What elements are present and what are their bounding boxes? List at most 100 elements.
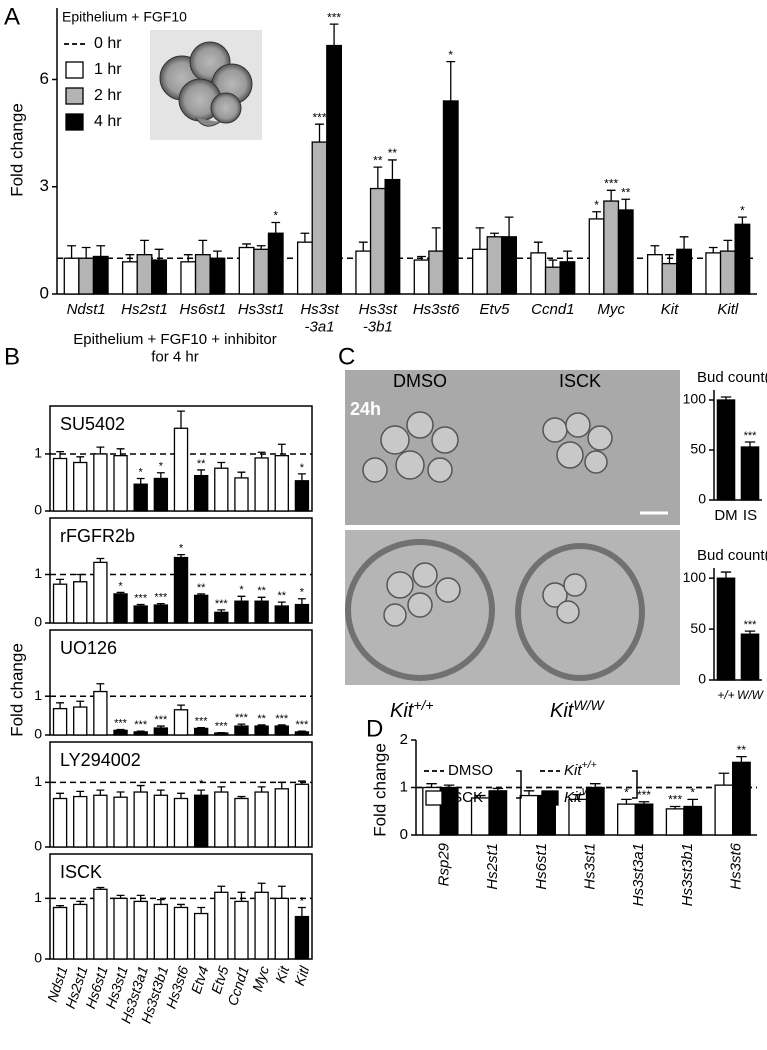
error-bar xyxy=(197,469,206,476)
y-tick-label: 1 xyxy=(400,778,408,795)
error-bar xyxy=(237,795,246,799)
subplot-title: ISCK xyxy=(60,862,102,882)
x-tick-label: Hs3st1 xyxy=(581,843,598,890)
significance: *** xyxy=(744,619,758,631)
bar xyxy=(93,794,108,848)
significance: *** xyxy=(637,788,651,802)
x-tick-label: Myc xyxy=(597,301,625,318)
bar xyxy=(559,261,576,295)
subplot-title: SU5402 xyxy=(60,414,125,434)
image-label-main: Kit xyxy=(550,700,575,722)
significance: * xyxy=(740,203,745,217)
error-bar xyxy=(116,791,125,798)
x-tick-label: Hs2st1 xyxy=(121,301,168,318)
y-axis-label: Fold change xyxy=(7,103,26,197)
significance: *** xyxy=(134,592,148,604)
error-bar xyxy=(56,578,65,585)
error-bar xyxy=(76,700,85,708)
significance: ** xyxy=(277,590,286,602)
error-bar xyxy=(443,784,455,788)
bar xyxy=(52,707,68,736)
y-tick-label: 0 xyxy=(34,838,42,854)
bar xyxy=(384,178,401,295)
y-tick-label: 100 xyxy=(683,569,707,585)
bar xyxy=(661,262,678,295)
error-bar xyxy=(669,805,681,809)
error-bar xyxy=(237,595,246,602)
bar xyxy=(234,600,249,624)
bar xyxy=(254,600,269,624)
y-tick-label: 0 xyxy=(40,283,49,302)
legend-bracket xyxy=(516,770,522,799)
error-bar xyxy=(431,227,441,252)
legend-label: 4 hr xyxy=(94,113,122,130)
error-bar xyxy=(277,601,286,607)
error-bar xyxy=(687,798,698,807)
legend-swatch xyxy=(541,790,559,806)
significance: * xyxy=(300,587,305,599)
error-bar xyxy=(592,211,601,219)
bar xyxy=(705,252,722,295)
x-tick-label: Hs3st6 xyxy=(413,301,460,318)
bar xyxy=(544,266,561,295)
y-tick-label: 3 xyxy=(40,176,49,195)
error-bar xyxy=(315,123,324,143)
error-bar xyxy=(154,248,164,261)
significance: *** xyxy=(114,717,128,729)
bar xyxy=(153,604,169,624)
error-bar xyxy=(723,239,733,252)
error-bar xyxy=(197,726,206,729)
error-bar xyxy=(217,461,226,469)
bar xyxy=(234,900,249,960)
bar xyxy=(209,257,226,295)
error-bar xyxy=(217,609,226,613)
bar xyxy=(734,223,751,295)
bar xyxy=(173,556,189,624)
bar xyxy=(52,797,68,848)
error-bar xyxy=(297,906,306,917)
error-bar xyxy=(257,882,266,893)
error-bar xyxy=(56,451,65,459)
significance: * xyxy=(179,543,184,555)
significance: * xyxy=(273,209,278,223)
bar xyxy=(311,141,328,295)
bar xyxy=(113,593,128,624)
x-tick-label: Hs3st6 xyxy=(728,842,745,889)
bar xyxy=(294,731,310,736)
bar xyxy=(173,709,189,736)
error-bar xyxy=(744,441,756,447)
y-tick-label: 6 xyxy=(40,69,49,88)
x-tick-label: Hs3st3b1 xyxy=(679,843,696,906)
y-tick-label: 0 xyxy=(400,826,408,843)
bar xyxy=(214,791,229,848)
error-bar xyxy=(237,471,246,478)
error-bar xyxy=(237,891,246,902)
bar xyxy=(73,461,88,512)
error-bar xyxy=(242,243,251,248)
y-tick-label: 0 xyxy=(34,950,42,966)
error-bar xyxy=(156,602,165,606)
bar xyxy=(731,761,751,836)
error-bar xyxy=(177,553,185,558)
bar xyxy=(73,795,88,848)
bar xyxy=(617,803,636,836)
error-bar xyxy=(277,724,286,727)
bar xyxy=(519,794,539,836)
error-bar xyxy=(96,789,105,796)
micrographs xyxy=(345,370,680,685)
image-label: Kit+/+ xyxy=(390,697,434,723)
error-bar xyxy=(504,216,514,237)
bar xyxy=(486,236,503,295)
bar xyxy=(603,200,620,295)
y-axis-label: Fold change xyxy=(370,743,389,837)
y-tick-label: 2 xyxy=(400,731,408,748)
error-bar xyxy=(76,456,85,463)
significance: * xyxy=(624,786,629,800)
x-tick-label: DM xyxy=(714,507,737,524)
bar xyxy=(173,797,189,848)
error-bar xyxy=(621,198,631,210)
x-tick-label: Hs6st1 xyxy=(179,301,226,318)
panel-title: Epithelium + FGF10 + inhibitor for 4 hr xyxy=(73,331,276,365)
error-bar xyxy=(116,448,125,456)
error-bar xyxy=(523,790,535,796)
